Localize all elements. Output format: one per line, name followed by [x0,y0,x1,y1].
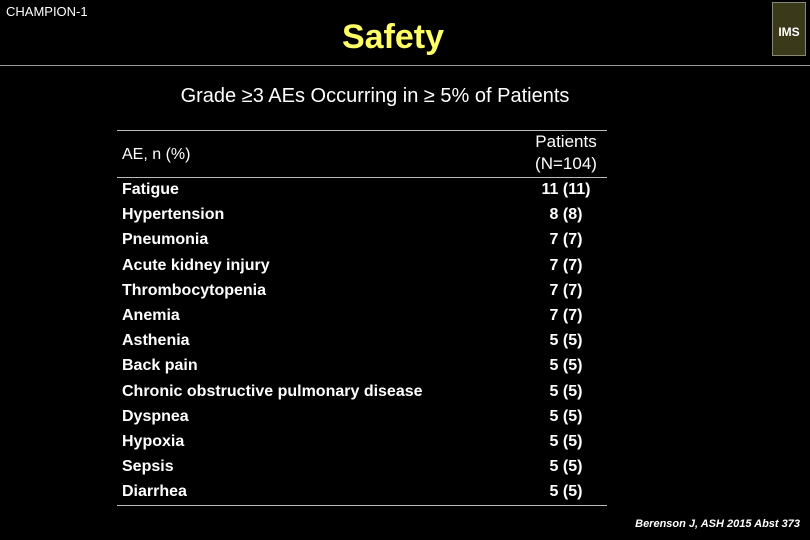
ae-name: Hypoxia [122,433,185,450]
ae-name: Hypertension [122,206,225,224]
subtitle: Grade ≥3 AEs Occurring in ≥ 5% of Patien… [180,85,570,107]
patient-count: 5 (5) [549,357,583,375]
patient-count: 5 (5) [549,332,583,350]
column-header: AE, n (%) [122,146,191,163]
ae-name: Pneumonia [122,231,209,249]
patient-count: 5 (5) [549,483,583,501]
ae-name: Chronic obstructive pulmonary disease [122,382,423,400]
patient-count: 7 (7) [549,307,583,324]
ae-name: Acute kidney injury [122,256,270,274]
logo-text: IMS [778,25,800,39]
table-rule-top [117,130,607,131]
ae-name: Thrombocytopenia [122,281,267,299]
ae-name: Anemia [122,307,180,324]
table-rule-header [117,177,607,178]
title-rule [0,65,810,66]
patient-count: 5 (5) [549,458,583,476]
citation: Berenson J, ASH 2015 Abst 373 [635,518,800,530]
ae-name: Fatigue [122,181,179,198]
patient-count: 5 (5) [549,382,583,400]
ae-name: Dyspnea [122,407,189,425]
patient-count: 11 (11) [541,181,591,198]
patient-count: 8 (8) [549,206,583,224]
patient-count: 7 (7) [549,231,583,249]
patient-count: 7 (7) [549,256,583,274]
patient-count: 7 (7) [549,281,583,299]
column-header: Patients (N=104) [535,132,597,173]
logo: IMS [772,2,806,56]
slide-title: Safety [341,18,445,56]
patient-count: 5 (5) [549,407,583,425]
ae-name: Asthenia [122,332,190,350]
ae-name: Diarrhea [122,483,187,501]
ae-name: Sepsis [122,458,174,476]
ae-name: Back pain [122,357,198,375]
table-rule-bottom [117,505,607,506]
deck-tag: CHAMPION-1 [6,4,88,19]
patient-count: 5 (5) [549,433,583,450]
